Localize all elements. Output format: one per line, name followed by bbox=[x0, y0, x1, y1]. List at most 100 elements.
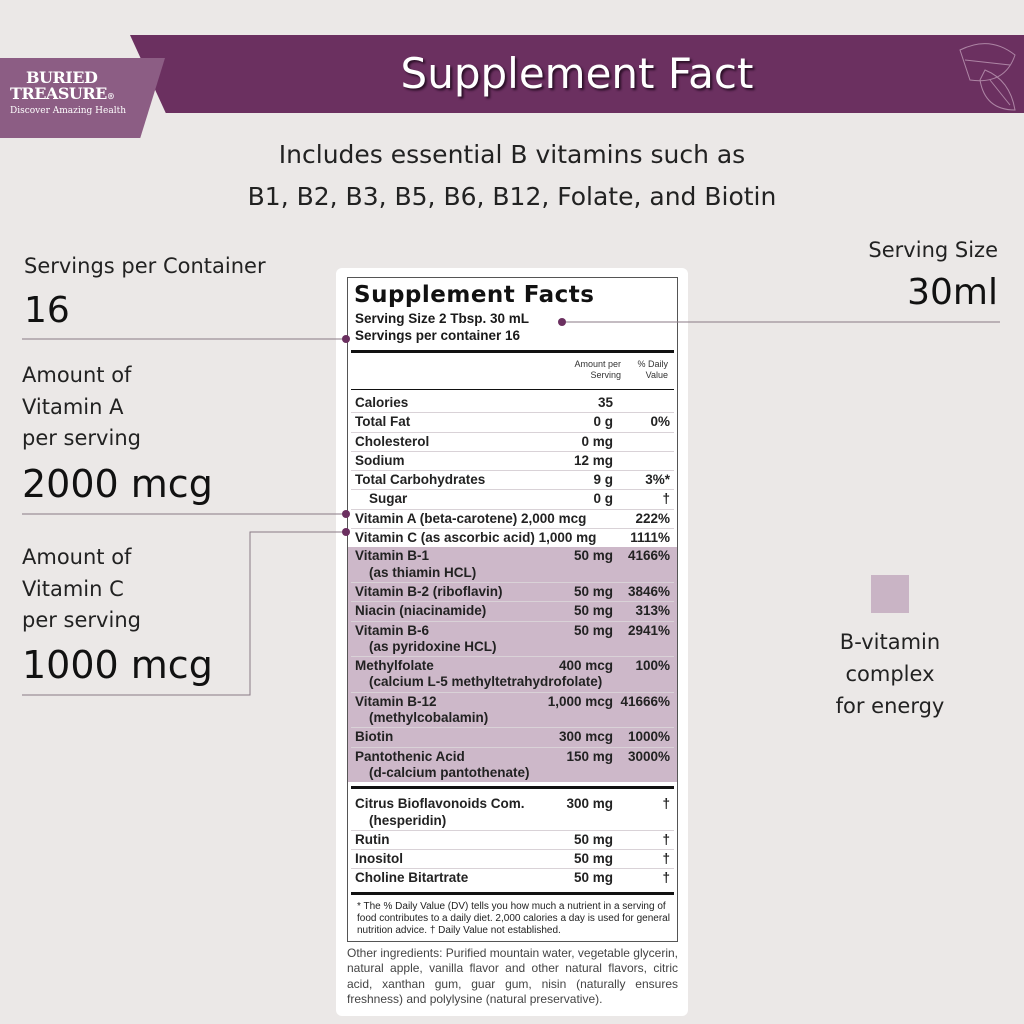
nutrient-subname: (as thiamin HCL) bbox=[369, 564, 477, 580]
vitc-callout-l2: Vitamin C bbox=[22, 577, 124, 601]
nutrient-dv: 41666% bbox=[620, 693, 670, 709]
thick-rule-3 bbox=[351, 891, 674, 895]
hdr-dv2: Value bbox=[645, 370, 668, 380]
nutrient-amount: 0 mg bbox=[581, 433, 613, 449]
header-banner bbox=[130, 35, 1024, 113]
serving-size-line: Serving Size 2 Tbsp. 30 mL bbox=[355, 311, 530, 326]
nutrient-name: Vitamin B-2 (riboflavin) bbox=[355, 583, 503, 599]
nutrient-amount: 50 mg bbox=[573, 870, 613, 886]
servings-callout-value: 16 bbox=[24, 290, 70, 331]
footnote: * The % Daily Value (DV) tells you how m… bbox=[357, 900, 670, 936]
nutrient-name: Vitamin B-1 bbox=[355, 548, 430, 564]
nutrient-name: Calories bbox=[355, 395, 409, 410]
nutrient-subname: (calcium L-5 methyltetrahydrofolate) bbox=[369, 674, 603, 690]
other-rows: Citrus Bioflavonoids Com. (hesperidin) 300… bbox=[351, 795, 674, 887]
nutrient-dv: 4166% bbox=[627, 548, 670, 564]
vita-callout-value: 2000 mcg bbox=[22, 462, 213, 506]
nutrient-name: Sodium bbox=[355, 452, 405, 468]
vitc-callout-l1: Amount of bbox=[22, 545, 132, 569]
nutrient-dv: 313% bbox=[635, 603, 670, 619]
subtitle-line1: Includes essential B vitamins such as bbox=[278, 140, 746, 169]
nutrient-row: Vitamin B-12 (methylcobalamin) 1,000 mcg 41… bbox=[351, 693, 674, 729]
hdr-amount1: Amount per bbox=[574, 359, 621, 369]
vitc-callout-value: 1000 mcg bbox=[22, 643, 213, 687]
nutrient-name: Vitamin C (as ascorbic acid) 1,000 mg bbox=[355, 530, 597, 546]
vita-callout-l2: Vitamin A bbox=[22, 395, 124, 419]
nutrient-subname: (methylcobalamin) bbox=[369, 710, 489, 726]
nutrient-subname: (d-calcium pantothenate) bbox=[369, 764, 530, 780]
nutrient-row: Citrus Bioflavonoids Com. (hesperidin) 300… bbox=[351, 795, 674, 831]
hdr-amount2: Serving bbox=[590, 370, 621, 380]
nutrient-dv: 1111% bbox=[630, 530, 670, 546]
logo-line2-text: TREASURE bbox=[10, 84, 107, 103]
b-vitamin-legend: B-vitamin complex for energy bbox=[800, 626, 980, 722]
nutrient-name: Niacin (niacinamide) bbox=[355, 603, 487, 619]
thick-rule bbox=[351, 350, 674, 353]
bvit-l3: for energy bbox=[835, 694, 945, 718]
serving-size-callout-label: Serving Size bbox=[868, 238, 998, 262]
nutrient-row: Calories 35 bbox=[351, 394, 674, 414]
logo-line1: BURIED bbox=[26, 68, 98, 87]
nutrient-row: Cholesterol 0 mg bbox=[351, 433, 674, 452]
nutrient-amount: 35 bbox=[597, 395, 613, 410]
nutrient-name: Biotin bbox=[355, 729, 394, 745]
nutrient-row: Vitamin B-6 (as pyridoxine HCL) 50 mg 2941% bbox=[351, 622, 674, 658]
nutrient-name: Inositol bbox=[355, 851, 403, 867]
nutrient-amount: 9 g bbox=[593, 472, 613, 488]
nutrient-name: Pantothenic Acid bbox=[355, 748, 465, 764]
nutrient-row: Vitamin B-1 (as thiamin HCL) 50 mg 4166% bbox=[351, 547, 674, 583]
facts-box: Supplement Facts Serving Size 2 Tbsp. 30… bbox=[347, 277, 678, 942]
bvit-l1: B-vitamin bbox=[839, 630, 941, 654]
b-vitamin-rows: Vitamin B-1 (as thiamin HCL) 50 mg 4166% Vit… bbox=[348, 547, 677, 783]
nutrient-row: Sugar 0 g † bbox=[351, 490, 674, 510]
thick-rule-2 bbox=[351, 786, 674, 790]
nutrient-row: Vitamin C (as ascorbic acid) 1,000 mg 111… bbox=[351, 529, 674, 547]
vitc-callout-l3: per serving bbox=[22, 608, 141, 632]
nutrient-dv: 0% bbox=[650, 414, 670, 430]
servings-per-line: Servings per container 16 bbox=[355, 328, 521, 343]
nutrient-name: Methylfolate bbox=[355, 658, 434, 674]
facts-title: Supplement Facts bbox=[354, 282, 595, 308]
nutrient-row: Biotin 300 mcg 1000% bbox=[351, 728, 674, 748]
nutrient-dv: 3%* bbox=[645, 472, 670, 488]
column-header: Amount per Serving % Daily Value bbox=[351, 359, 674, 389]
thin-rule bbox=[351, 389, 674, 390]
nutrient-subname: (as pyridoxine HCL) bbox=[369, 638, 497, 654]
other-ingredients: Other ingredients: Purified mountain wat… bbox=[347, 945, 678, 1007]
nutrient-dv: † bbox=[662, 851, 670, 867]
brand-logo: BURIED TREASURE® Discover Amazing Health bbox=[0, 58, 165, 138]
nutrient-row: Total Carbohydrates 9 g 3%* bbox=[351, 471, 674, 491]
nutrient-row: Choline Bitartrate 50 mg † bbox=[351, 869, 674, 887]
nutrient-name: Rutin bbox=[355, 831, 390, 847]
nutrient-name: Sugar bbox=[369, 491, 408, 507]
nutrient-amount: 0 g bbox=[593, 491, 613, 507]
nutrient-amount: 12 mg bbox=[573, 452, 613, 468]
nutrient-amount: 50 mg bbox=[573, 583, 613, 599]
nutrient-name: Cholesterol bbox=[355, 433, 430, 449]
nutrient-amount: 1,000 mcg bbox=[547, 693, 613, 709]
nutrient-amount: 50 mg bbox=[573, 622, 613, 638]
nutrient-dv: 3000% bbox=[627, 748, 670, 764]
nutrient-amount: 50 mg bbox=[573, 851, 613, 867]
nutrient-row: Vitamin A (beta-carotene) 2,000 mcg 222% bbox=[351, 510, 674, 530]
logo-tagline: Discover Amazing Health bbox=[10, 106, 127, 116]
subtitle-line2: B1, B2, B3, B5, B6, B12, Folate, and Bio… bbox=[247, 182, 777, 211]
bvit-l2: complex bbox=[845, 662, 935, 686]
nutrient-name: Citrus Bioflavonoids Com. bbox=[355, 796, 525, 812]
nutrient-row: Sodium 12 mg bbox=[351, 452, 674, 472]
nutrient-name: Choline Bitartrate bbox=[355, 870, 469, 886]
nutrient-row: Total Fat 0 g 0% bbox=[351, 413, 674, 433]
servings-callout-label: Servings per Container bbox=[24, 254, 266, 278]
nutrient-name: Total Carbohydrates bbox=[355, 472, 486, 488]
nutrient-subname: (hesperidin) bbox=[369, 812, 447, 828]
hdr-dv1: % Daily bbox=[637, 359, 668, 369]
nutrient-name: Vitamin B-12 bbox=[355, 693, 437, 709]
nutrient-dv: 1000% bbox=[627, 729, 670, 745]
nutrient-amount: 400 mcg bbox=[558, 658, 613, 674]
nutrient-row: Inositol 50 mg † bbox=[351, 850, 674, 870]
nutrient-row: Pantothenic Acid (d-calcium pantothenate)… bbox=[351, 748, 674, 783]
b-vitamin-swatch bbox=[871, 575, 909, 613]
serving-size-callout-value: 30ml bbox=[907, 272, 998, 313]
nutrient-name: Vitamin B-6 bbox=[355, 622, 430, 638]
nutrient-dv: 2941% bbox=[627, 622, 670, 638]
